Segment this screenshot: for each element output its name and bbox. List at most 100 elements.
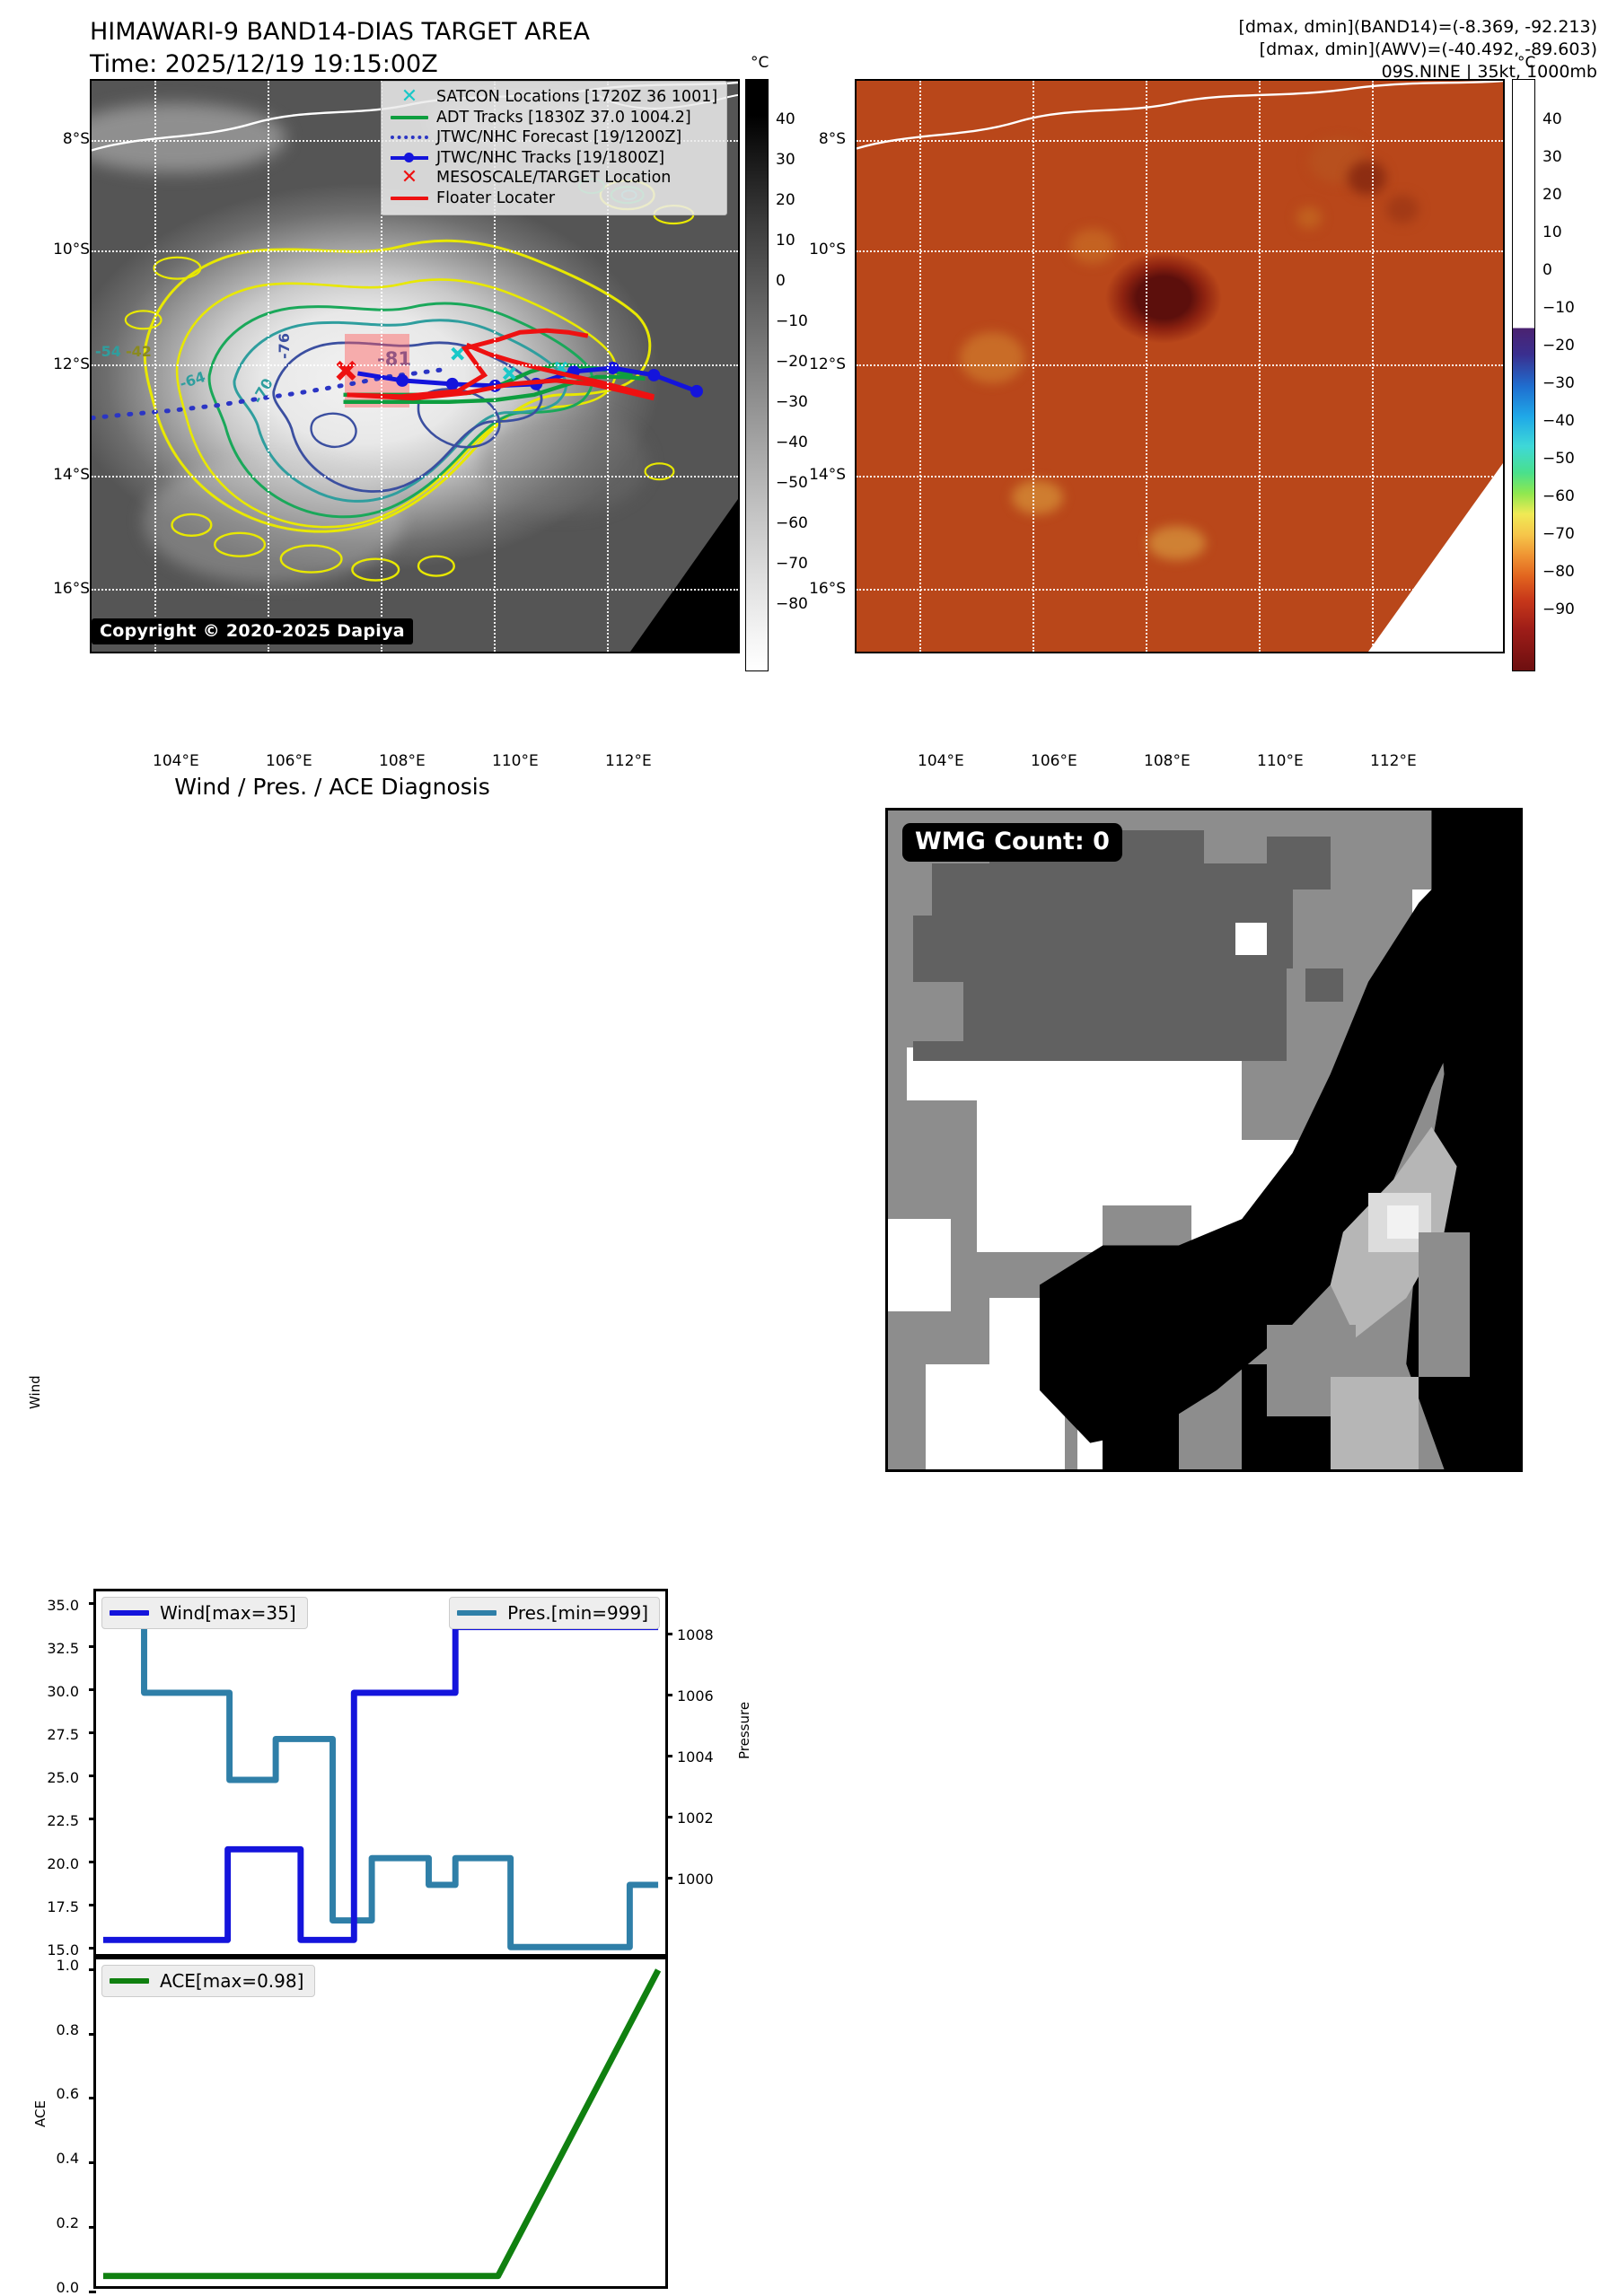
awv-colorbar-unit: °C [1517, 54, 1536, 72]
floater-line-icon [389, 188, 430, 208]
wmg-region-lightgray [1330, 1377, 1419, 1469]
wind-tick-mark [89, 1818, 96, 1820]
awv-map-frame[interactable] [855, 79, 1505, 653]
awv-colorbar-tick: −50 [1542, 450, 1575, 468]
wind-pressure-plot[interactable]: Wind[max=35] Pres.[min=999] [89, 1589, 672, 1957]
ir-map-legend[interactable]: ✕ SATCON Locations [1720Z 36 1001] ADT T… [381, 81, 728, 215]
awv-lat-tick-12s: 12°S [809, 355, 846, 373]
awv-colorbar-tick: 30 [1542, 148, 1562, 166]
pressure-ytick: 1004 [677, 1748, 714, 1766]
wind-tick-mark [89, 1731, 96, 1734]
legend-label: JTWC/NHC Tracks [19/1800Z] [436, 148, 665, 167]
awv-convective-cell [1069, 229, 1115, 264]
pressure-tick-mark [665, 1877, 672, 1880]
ace-ytick: 0.0 [56, 2279, 79, 2296]
ace-tick-mark [89, 2291, 96, 2293]
ace-plot[interactable]: ACE[max=0.98] [89, 1957, 668, 2293]
awv-colorbar-tick: 40 [1542, 110, 1562, 128]
ir-colorbar-tick: 0 [776, 272, 786, 290]
mesoscale-x-icon: ✕ [400, 166, 418, 189]
forecast-dotted-line-icon [389, 127, 430, 147]
ir-lon-tick-110e: 110°E [492, 752, 539, 770]
wind-tick-mark [89, 1904, 96, 1906]
pressure-tick-mark [665, 1816, 672, 1818]
ace-ytick: 0.2 [56, 2214, 79, 2231]
ace-tick-mark [89, 2097, 96, 2099]
wind-ytick: 25.0 [47, 1769, 79, 1786]
ir-contour-label-81: -81 [377, 348, 411, 370]
ir-lat-tick-10s: 10°S [53, 241, 90, 259]
awv-colorbar-tick: 10 [1542, 223, 1562, 241]
diagnosis-chart-title: Wind / Pres. / ACE Diagnosis [174, 774, 490, 800]
ace-legend[interactable]: ACE[max=0.98] [101, 1965, 316, 1997]
awv-lat-tick-16s: 16°S [809, 580, 846, 598]
awv-lon-tick-112e: 112°E [1370, 752, 1417, 770]
ir-colorbar-tick: 40 [776, 110, 795, 128]
pressure-tick-mark [665, 1633, 672, 1635]
legend-label: SATCON Locations [1720Z 36 1001] [436, 88, 718, 106]
pressure-ytick: 1000 [677, 1871, 714, 1888]
wmg-region-darkgray [1305, 968, 1343, 1002]
ir-colorbar-tick: −60 [776, 514, 808, 532]
wmg-region-lightgray [1419, 1231, 1470, 1378]
wind-ytick: 35.0 [47, 1597, 79, 1614]
legend-label: JTWC/NHC Forecast [19/1200Z] [436, 128, 682, 146]
wind-pressure-series [102, 1599, 659, 1950]
awv-header-band14: [dmax, dmin](BAND14)=(-8.369, -92.213) [1238, 17, 1597, 37]
legend-item-adt[interactable]: ADT Tracks [1830Z 37.0 1004.2] [389, 108, 717, 128]
ir-panel-title-line2: Time: 2025/12/19 19:15:00Z [90, 50, 438, 78]
ir-colorbar-tick: 30 [776, 151, 795, 169]
wind-tick-mark [89, 1947, 96, 1950]
legend-item-forecast[interactable]: JTWC/NHC Forecast [19/1200Z] [389, 127, 717, 148]
ir-colorbar-tick: 10 [776, 232, 795, 250]
wmg-region-darkgray [1235, 922, 1268, 956]
awv-lat-tick-8s: 8°S [818, 130, 846, 148]
ace-ytick: 1.0 [56, 1957, 79, 1974]
ace-legend-label: ACE[max=0.98] [160, 1970, 304, 1992]
pressure-legend-label: Pres.[min=999] [507, 1602, 648, 1624]
wind-legend[interactable]: Wind[max=35] [101, 1597, 308, 1629]
ir-map-frame[interactable]: -76 -81 -70 -64 -54 -42 [90, 79, 740, 653]
ir-panel-title-line1: HIMAWARI-9 BAND14-DIAS TARGET AREA [90, 18, 590, 46]
satcon-x-icon: ✕ [400, 85, 418, 109]
ir-lat-tick-12s: 12°S [53, 355, 90, 373]
ir-lon-tick-108e: 108°E [379, 752, 426, 770]
wind-tick-mark [89, 1688, 96, 1691]
legend-item-satcon[interactable]: ✕ SATCON Locations [1720Z 36 1001] [389, 87, 717, 108]
pressure-legend[interactable]: Pres.[min=999] [449, 1597, 660, 1629]
wmg-region-darkgray [907, 981, 964, 1041]
awv-lon-tick-106e: 106°E [1031, 752, 1077, 770]
ir-colorbar-tick: −30 [776, 393, 808, 411]
ir-lat-tick-16s: 16°S [53, 580, 90, 598]
legend-item-mesoscale[interactable]: ✕ MESOSCALE/TARGET Location [389, 168, 717, 188]
awv-colorbar-tick: −10 [1542, 299, 1575, 317]
awv-convective-cell [960, 331, 1025, 384]
ir-colorbar-tick: −70 [776, 555, 808, 573]
ir-colorbar-unit: °C [751, 54, 769, 72]
ace-legend-swatch [110, 1978, 149, 1984]
pressure-tick-mark [665, 1694, 672, 1696]
legend-label: ADT Tracks [1830Z 37.0 1004.2] [436, 108, 691, 127]
awv-colorbar: °C 40 30 20 10 0 −10 −20 −30 −40 −50 −60… [1505, 54, 1575, 682]
ir-lon-tick-106e: 106°E [266, 752, 312, 770]
awv-colorbar-tick: 0 [1542, 261, 1552, 279]
pressure-line [102, 1599, 659, 1950]
ir-colorbar-tick: −40 [776, 434, 808, 451]
ace-ytick: 0.8 [56, 2021, 79, 2038]
wmg-map-frame[interactable]: WMG Count: 0 [885, 808, 1523, 1472]
ir-lon-tick-112e: 112°E [605, 752, 652, 770]
ir-colorbar-strip [745, 79, 769, 671]
ir-map-panel: 8°S 10°S 12°S 14°S 16°S 104°E 106°E 108°… [0, 0, 808, 781]
awv-coastline [857, 81, 1503, 150]
ace-tick-mark [89, 2161, 96, 2164]
pressure-axis-label: Pressure [736, 1701, 752, 1759]
legend-item-floater[interactable]: Floater Locater [389, 188, 717, 209]
awv-convective-cell [1011, 480, 1064, 515]
ir-colorbar-tick: 20 [776, 191, 795, 209]
pressure-ytick: 1006 [677, 1687, 714, 1704]
legend-item-tracks[interactable]: JTWC/NHC Tracks [19/1800Z] [389, 148, 717, 169]
wmg-region-white [888, 1100, 977, 1193]
awv-convective-cell [1147, 526, 1206, 561]
awv-colorbar-tick: −70 [1542, 525, 1575, 543]
